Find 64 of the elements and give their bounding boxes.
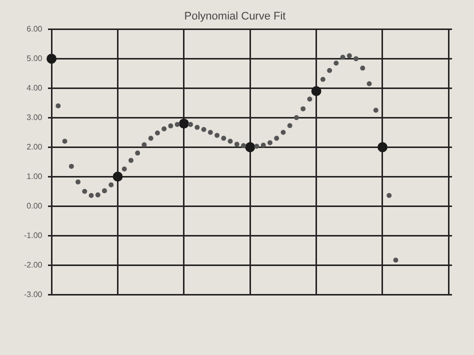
point bbox=[378, 142, 388, 152]
point bbox=[46, 54, 57, 64]
point bbox=[254, 144, 260, 149]
y-tick-label: -2.00 bbox=[24, 260, 43, 270]
point bbox=[112, 172, 123, 182]
point bbox=[108, 182, 114, 188]
point bbox=[95, 192, 100, 198]
point bbox=[334, 60, 339, 66]
y-tick-label: -3.00 bbox=[24, 290, 43, 299]
point bbox=[188, 122, 194, 127]
point bbox=[168, 123, 174, 128]
point bbox=[386, 193, 392, 198]
point bbox=[154, 130, 160, 136]
point bbox=[294, 115, 299, 120]
point bbox=[76, 179, 81, 184]
point bbox=[88, 193, 94, 198]
point bbox=[162, 126, 167, 132]
point bbox=[221, 136, 226, 141]
point bbox=[354, 56, 359, 62]
point bbox=[311, 86, 322, 96]
point bbox=[62, 138, 68, 144]
y-tick-label: 3.00 bbox=[26, 112, 43, 122]
point bbox=[135, 150, 140, 156]
y-tick-label: -1.00 bbox=[24, 230, 43, 240]
point bbox=[228, 138, 233, 144]
point bbox=[373, 108, 378, 113]
y-tick-label: 2.00 bbox=[26, 142, 43, 152]
point bbox=[56, 103, 61, 108]
chart-title: Polynomial Curve Fit bbox=[184, 10, 286, 23]
point bbox=[287, 123, 292, 128]
point bbox=[102, 188, 107, 194]
y-tick-label: 6.00 bbox=[26, 24, 43, 34]
point bbox=[201, 126, 206, 132]
point bbox=[68, 164, 74, 169]
point bbox=[208, 130, 213, 135]
point bbox=[214, 132, 220, 138]
point bbox=[327, 68, 332, 73]
point bbox=[360, 66, 366, 71]
point bbox=[340, 54, 346, 60]
point bbox=[366, 81, 372, 86]
point bbox=[234, 142, 240, 147]
y-tick-label: 0.00 bbox=[26, 201, 43, 210]
point bbox=[320, 76, 326, 82]
point bbox=[346, 53, 352, 58]
point bbox=[174, 122, 180, 127]
point bbox=[245, 142, 256, 152]
point bbox=[280, 130, 286, 135]
point bbox=[307, 96, 312, 102]
point bbox=[194, 124, 200, 130]
point bbox=[241, 143, 246, 148]
point bbox=[274, 136, 280, 141]
point bbox=[260, 142, 266, 148]
point bbox=[142, 142, 147, 148]
point bbox=[128, 158, 134, 163]
y-tick-label: 1.00 bbox=[26, 172, 43, 181]
point bbox=[393, 258, 398, 263]
point bbox=[300, 106, 306, 112]
point bbox=[122, 166, 127, 172]
point bbox=[178, 118, 189, 129]
y-tick-label: 5.00 bbox=[26, 54, 43, 63]
point bbox=[82, 188, 88, 194]
point bbox=[267, 140, 272, 146]
point bbox=[148, 136, 154, 141]
y-tick-label: 4.00 bbox=[26, 83, 43, 92]
